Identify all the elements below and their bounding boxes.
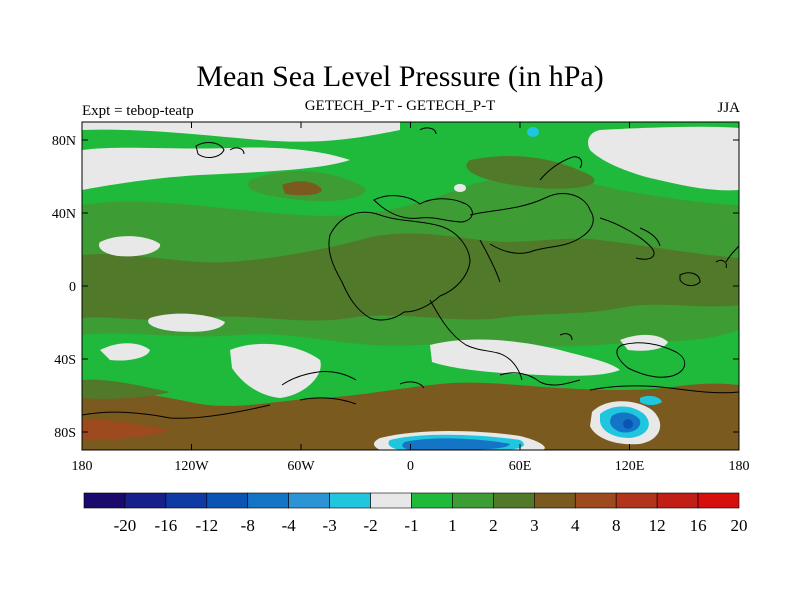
colorbar-swatch bbox=[697, 492, 740, 509]
x-tick-label: 0 bbox=[407, 459, 414, 474]
colorbar-label: 3 bbox=[530, 516, 539, 535]
field-north-patch-2 bbox=[466, 155, 595, 189]
y-tick-label: 80N bbox=[52, 134, 76, 149]
colorbar-label: 1 bbox=[448, 516, 457, 535]
colorbar-label: -1 bbox=[404, 516, 418, 535]
field-band-3-4 bbox=[82, 233, 739, 321]
chart-title: Mean Sea Level Pressure (in hPa) bbox=[196, 60, 604, 93]
colorbar-swatch bbox=[288, 492, 330, 509]
x-tick-label: 120E bbox=[615, 459, 645, 474]
experiment-label: Expt = tebop-teatp bbox=[82, 103, 194, 119]
field-east-small-low bbox=[640, 395, 662, 405]
field-south-olive bbox=[82, 379, 170, 399]
colorbar-swatch bbox=[615, 492, 658, 509]
field-north-brown bbox=[282, 181, 322, 196]
colorbar-swatch bbox=[452, 492, 494, 509]
colorbar-swatch bbox=[165, 492, 208, 509]
x-tick-label: 60E bbox=[509, 459, 532, 474]
axis-ticks bbox=[81, 122, 740, 450]
colorbar-swatch bbox=[247, 492, 289, 509]
pressure-field bbox=[82, 122, 739, 450]
colorbar-label: 12 bbox=[649, 516, 666, 535]
colorbar-swatch bbox=[83, 492, 126, 509]
colorbar-label: -20 bbox=[114, 516, 137, 535]
colorbar-label: -8 bbox=[241, 516, 255, 535]
field-arctic-grey-small bbox=[454, 184, 466, 192]
colorbar-swatch bbox=[329, 492, 371, 509]
y-tick-label: 40N bbox=[52, 207, 76, 222]
field-grey-spac-3 bbox=[230, 343, 321, 398]
colorbar-label: 4 bbox=[571, 516, 580, 535]
colorbar bbox=[83, 492, 740, 509]
colorbar-swatch bbox=[574, 492, 617, 509]
colorbar-swatch bbox=[411, 492, 453, 509]
y-tick-label: 40S bbox=[54, 353, 76, 368]
y-tick-label: 80S bbox=[54, 426, 76, 441]
colorbar-swatch bbox=[493, 492, 535, 509]
x-tick-label: 60W bbox=[287, 459, 315, 474]
field-east-low-core bbox=[623, 419, 633, 429]
y-tick-label: 0 bbox=[69, 280, 76, 295]
colorbar-swatch bbox=[656, 492, 699, 509]
field-grey-arctic-1 bbox=[82, 122, 400, 142]
colorbar-label: -4 bbox=[282, 516, 297, 535]
field-grey-arctic-3 bbox=[588, 126, 739, 191]
colorbar-label: -3 bbox=[323, 516, 337, 535]
field-grey-npac bbox=[98, 236, 161, 257]
field-arctic-blue bbox=[527, 127, 539, 137]
season-label: JJA bbox=[717, 100, 740, 116]
x-tick-label: 180 bbox=[72, 459, 93, 474]
field-south-rust bbox=[82, 419, 170, 440]
y-axis-labels: 80N 40N 0 40S 80S bbox=[52, 134, 76, 441]
colorbar-swatch bbox=[206, 492, 249, 509]
colorbar-swatch bbox=[534, 492, 576, 509]
colorbar-label: 16 bbox=[690, 516, 707, 535]
field-grey-spac-2 bbox=[100, 343, 150, 361]
colorbar-label: -2 bbox=[363, 516, 377, 535]
colorbar-swatch bbox=[124, 492, 167, 509]
x-axis-labels: 180 120W 60W 0 60E 120E 180 bbox=[72, 459, 750, 474]
colorbar-label: 2 bbox=[489, 516, 498, 535]
colorbar-labels: -20 -16 -12 -8 -4 -3 -2 -1 1 2 3 4 8 12 16 20 bbox=[114, 516, 748, 535]
colorbar-label: 20 bbox=[731, 516, 748, 535]
coastlines bbox=[82, 127, 739, 419]
field-grey-spac-1 bbox=[148, 313, 225, 332]
dataset-label: GETECH_P-T - GETECH_P-T bbox=[304, 98, 496, 114]
x-tick-label: 180 bbox=[729, 459, 750, 474]
field-antarctic-blue bbox=[402, 438, 510, 450]
colorbar-swatch bbox=[370, 492, 412, 509]
x-tick-label: 120W bbox=[174, 459, 209, 474]
colorbar-label: 8 bbox=[612, 516, 621, 535]
field-grey-arctic-2 bbox=[82, 147, 350, 190]
colorbar-label: -12 bbox=[195, 516, 218, 535]
field-south-brown bbox=[82, 382, 739, 450]
colorbar-label: -16 bbox=[155, 516, 178, 535]
